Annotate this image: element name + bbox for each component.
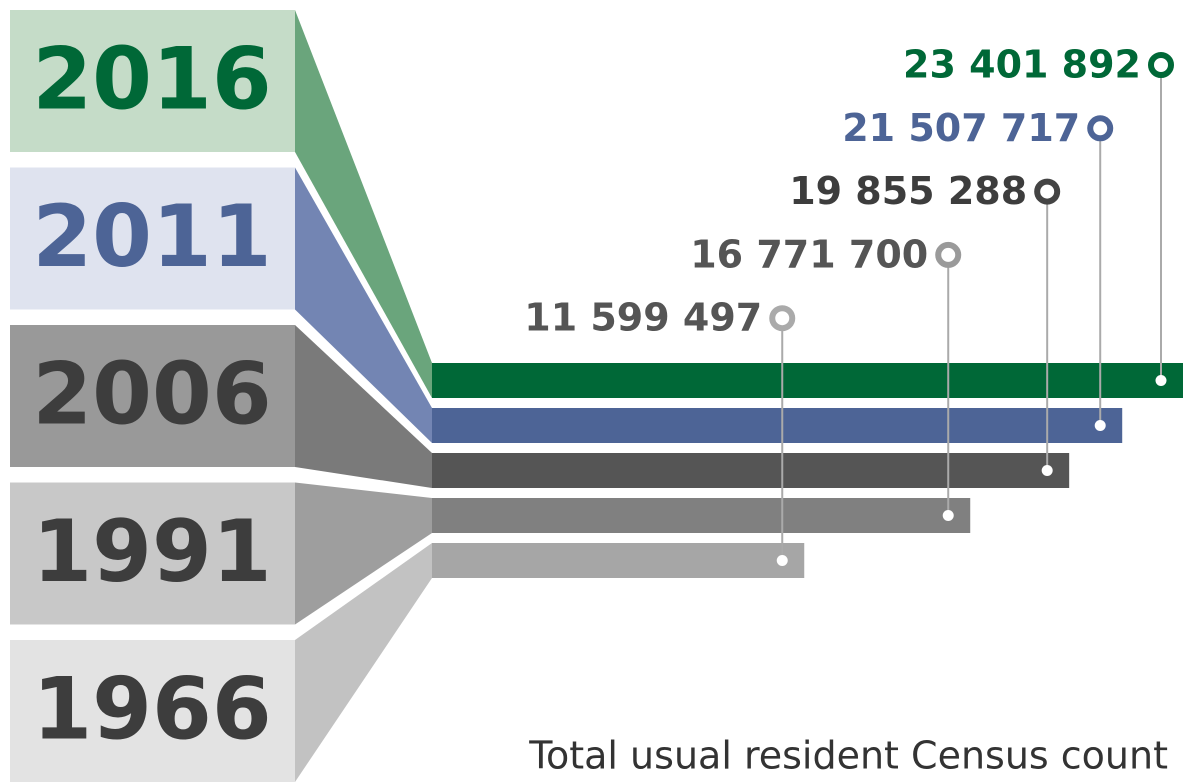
value-label: 19 855 288 [789,169,1027,213]
bar-dot [1094,420,1106,431]
year-label: 2006 [32,344,271,444]
value-label: 23 401 892 [903,43,1141,87]
funnel [295,482,432,625]
value-label: 21 507 717 [842,106,1080,150]
label-ring [1148,52,1174,78]
funnel [295,325,432,488]
year-box [10,325,295,467]
label-ring [1034,178,1061,205]
year-box [10,10,295,152]
chart-title: Total usual resident Census count [528,734,1168,778]
year-label: 2011 [32,187,271,287]
year-box [10,167,295,310]
year-label: 2016 [32,29,271,129]
label-ring [769,305,796,332]
value-label: 16 771 700 [690,232,928,276]
bar-dot [1041,465,1053,476]
year-box [10,482,295,625]
label-ring [935,241,962,268]
bar-dot [776,555,788,566]
funnel [295,543,432,782]
year-label: 1966 [32,659,271,759]
bar [432,408,1123,443]
bar-dot [1155,375,1167,386]
year-box [10,640,295,782]
label-ring [1087,115,1114,142]
funnel [295,10,432,398]
bar [432,543,805,578]
bar [432,498,971,533]
bar [432,453,1070,488]
bar [432,363,1183,398]
year-label: 1991 [32,502,271,602]
value-label: 11 599 497 [524,296,762,340]
bar-dot [942,510,954,521]
funnel [295,167,432,443]
